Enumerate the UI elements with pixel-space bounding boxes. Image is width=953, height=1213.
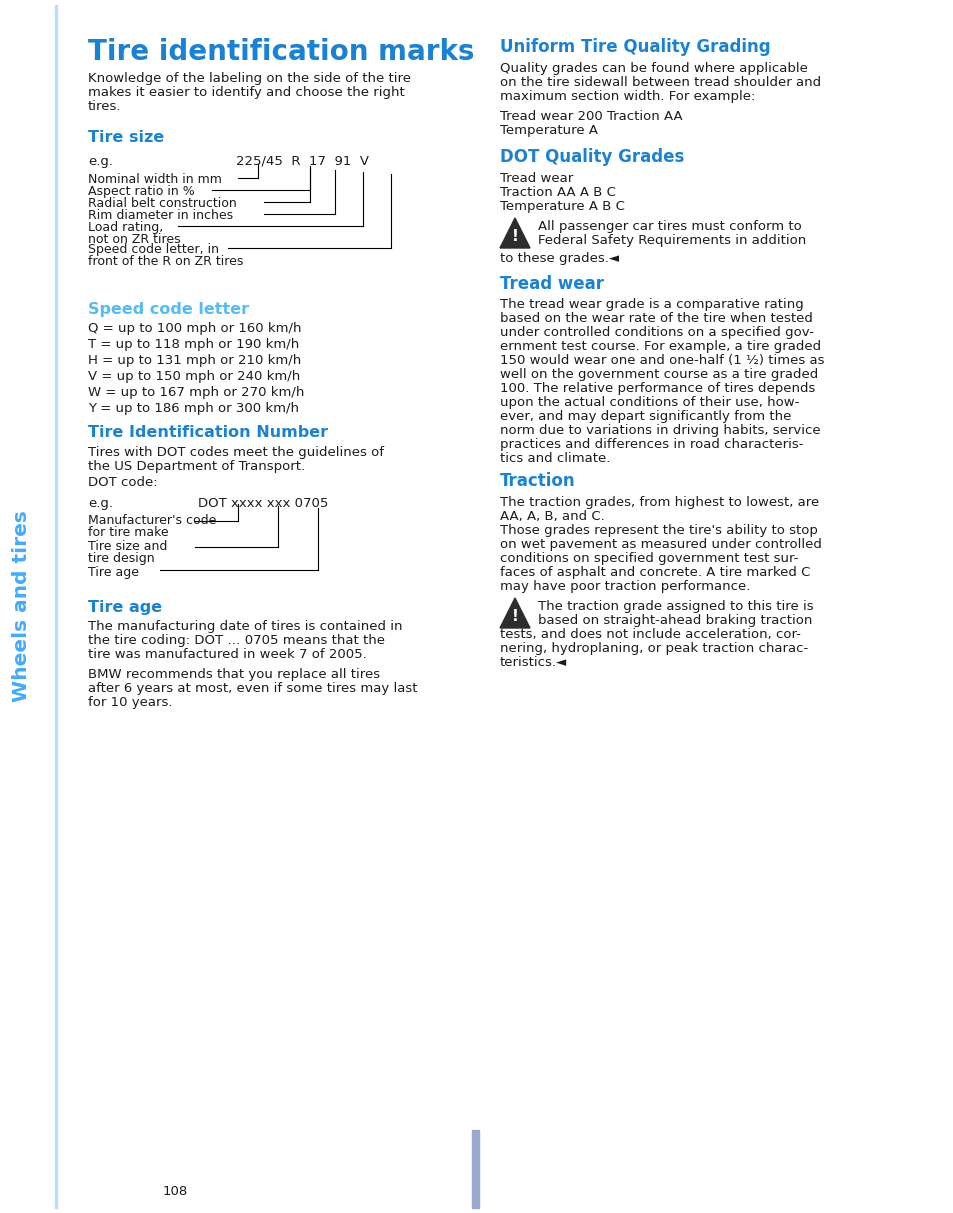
Text: ernment test course. For example, a tire graded: ernment test course. For example, a tire… bbox=[499, 340, 821, 353]
Text: Traction AA A B C: Traction AA A B C bbox=[499, 186, 616, 199]
Text: on the tire sidewall between tread shoulder and: on the tire sidewall between tread shoul… bbox=[499, 76, 821, 89]
Text: tests, and does not include acceleration, cor-: tests, and does not include acceleration… bbox=[499, 628, 800, 640]
Text: Speed code letter, in: Speed code letter, in bbox=[88, 243, 219, 256]
Text: 108: 108 bbox=[162, 1185, 188, 1198]
Text: The tread wear grade is a comparative rating: The tread wear grade is a comparative ra… bbox=[499, 298, 803, 311]
Text: The traction grades, from highest to lowest, are: The traction grades, from highest to low… bbox=[499, 496, 819, 509]
Text: e.g.: e.g. bbox=[88, 497, 112, 509]
Polygon shape bbox=[499, 598, 530, 628]
Text: tics and climate.: tics and climate. bbox=[499, 452, 610, 465]
Text: teristics.◄: teristics.◄ bbox=[499, 656, 567, 670]
Text: Manufacturer's code: Manufacturer's code bbox=[88, 514, 216, 526]
Text: on wet pavement as measured under controlled: on wet pavement as measured under contro… bbox=[499, 539, 821, 551]
Text: 225/45  R  17  91  V: 225/45 R 17 91 V bbox=[235, 155, 369, 167]
Text: Tread wear 200 Traction AA: Tread wear 200 Traction AA bbox=[499, 110, 682, 123]
Text: AA, A, B, and C.: AA, A, B, and C. bbox=[499, 509, 604, 523]
Text: may have poor traction performance.: may have poor traction performance. bbox=[499, 580, 750, 593]
Text: All passenger car tires must conform to: All passenger car tires must conform to bbox=[537, 220, 801, 233]
Text: Y = up to 186 mph or 300 km/h: Y = up to 186 mph or 300 km/h bbox=[88, 402, 298, 415]
Text: Uniform Tire Quality Grading: Uniform Tire Quality Grading bbox=[499, 38, 770, 56]
Text: Tread wear: Tread wear bbox=[499, 275, 603, 294]
Text: Tread wear: Tread wear bbox=[499, 172, 573, 186]
Text: T = up to 118 mph or 190 km/h: T = up to 118 mph or 190 km/h bbox=[88, 338, 299, 351]
Text: DOT xxxx xxx 0705: DOT xxxx xxx 0705 bbox=[198, 497, 328, 509]
Text: Nominal width in mm: Nominal width in mm bbox=[88, 173, 222, 186]
Text: Load rating,: Load rating, bbox=[88, 221, 163, 234]
Text: the US Department of Transport.: the US Department of Transport. bbox=[88, 460, 305, 473]
Text: Those grades represent the tire's ability to stop: Those grades represent the tire's abilit… bbox=[499, 524, 817, 537]
Text: based on the wear rate of the tire when tested: based on the wear rate of the tire when … bbox=[499, 312, 812, 325]
Text: Temperature A B C: Temperature A B C bbox=[499, 200, 624, 213]
Text: Radial belt construction: Radial belt construction bbox=[88, 197, 236, 210]
Bar bbox=[472, 1131, 478, 1208]
Text: not on ZR tires: not on ZR tires bbox=[88, 233, 180, 246]
Text: the tire coding: DOT … 0705 means that the: the tire coding: DOT … 0705 means that t… bbox=[88, 634, 385, 647]
Text: for tire make: for tire make bbox=[88, 526, 169, 539]
Text: conditions on specified government test sur-: conditions on specified government test … bbox=[499, 552, 798, 565]
Text: under controlled conditions on a specified gov-: under controlled conditions on a specifi… bbox=[499, 326, 813, 338]
Text: DOT code:: DOT code: bbox=[88, 475, 157, 489]
Bar bbox=[55, 5, 57, 1208]
Text: V = up to 150 mph or 240 km/h: V = up to 150 mph or 240 km/h bbox=[88, 370, 300, 383]
Text: upon the actual conditions of their use, how-: upon the actual conditions of their use,… bbox=[499, 395, 799, 409]
Text: Quality grades can be found where applicable: Quality grades can be found where applic… bbox=[499, 62, 807, 75]
Text: The manufacturing date of tires is contained in: The manufacturing date of tires is conta… bbox=[88, 620, 402, 633]
Text: tire design: tire design bbox=[88, 552, 154, 565]
Text: practices and differences in road characteris-: practices and differences in road charac… bbox=[499, 438, 802, 451]
Text: Tires with DOT codes meet the guidelines of: Tires with DOT codes meet the guidelines… bbox=[88, 446, 384, 459]
Text: front of the R on ZR tires: front of the R on ZR tires bbox=[88, 255, 243, 268]
Text: W = up to 167 mph or 270 km/h: W = up to 167 mph or 270 km/h bbox=[88, 386, 304, 399]
Text: Knowledge of the labeling on the side of the tire: Knowledge of the labeling on the side of… bbox=[88, 72, 411, 85]
Text: norm due to variations in driving habits, service: norm due to variations in driving habits… bbox=[499, 425, 820, 437]
Text: Tire age: Tire age bbox=[88, 600, 162, 615]
Text: tires.: tires. bbox=[88, 99, 121, 113]
Text: DOT Quality Grades: DOT Quality Grades bbox=[499, 148, 683, 166]
Text: faces of asphalt and concrete. A tire marked C: faces of asphalt and concrete. A tire ma… bbox=[499, 566, 809, 579]
Text: makes it easier to identify and choose the right: makes it easier to identify and choose t… bbox=[88, 86, 404, 99]
Text: Temperature A: Temperature A bbox=[499, 124, 598, 137]
Text: maximum section width. For example:: maximum section width. For example: bbox=[499, 90, 755, 103]
Text: tire was manufactured in week 7 of 2005.: tire was manufactured in week 7 of 2005. bbox=[88, 648, 366, 661]
Text: BMW recommends that you replace all tires: BMW recommends that you replace all tire… bbox=[88, 668, 379, 680]
Text: to these grades.◄: to these grades.◄ bbox=[499, 252, 618, 264]
Text: Speed code letter: Speed code letter bbox=[88, 302, 249, 317]
Text: The traction grade assigned to this tire is: The traction grade assigned to this tire… bbox=[537, 600, 813, 613]
Text: for 10 years.: for 10 years. bbox=[88, 696, 172, 710]
Text: 150 would wear one and one-half (1 ½) times as: 150 would wear one and one-half (1 ½) ti… bbox=[499, 354, 823, 368]
Text: 100. The relative performance of tires depends: 100. The relative performance of tires d… bbox=[499, 382, 815, 395]
Text: Tire age: Tire age bbox=[88, 566, 139, 579]
Text: Tire size and: Tire size and bbox=[88, 540, 167, 553]
Text: Tire Identification Number: Tire Identification Number bbox=[88, 425, 328, 440]
Text: Rim diameter in inches: Rim diameter in inches bbox=[88, 209, 233, 222]
Text: nering, hydroplaning, or peak traction charac-: nering, hydroplaning, or peak traction c… bbox=[499, 642, 807, 655]
Text: Wheels and tires: Wheels and tires bbox=[12, 511, 31, 702]
Text: Traction: Traction bbox=[499, 472, 575, 490]
Polygon shape bbox=[499, 218, 530, 247]
Text: after 6 years at most, even if some tires may last: after 6 years at most, even if some tire… bbox=[88, 682, 417, 695]
Text: based on straight-ahead braking traction: based on straight-ahead braking traction bbox=[537, 614, 812, 627]
Text: Aspect ratio in %: Aspect ratio in % bbox=[88, 186, 194, 198]
Text: Tire size: Tire size bbox=[88, 130, 164, 146]
Text: H = up to 131 mph or 210 km/h: H = up to 131 mph or 210 km/h bbox=[88, 354, 301, 368]
Text: Federal Safety Requirements in addition: Federal Safety Requirements in addition bbox=[537, 234, 805, 247]
Text: well on the government course as a tire graded: well on the government course as a tire … bbox=[499, 368, 818, 381]
Text: !: ! bbox=[511, 609, 517, 625]
Text: Tire identification marks: Tire identification marks bbox=[88, 38, 474, 66]
Text: Q = up to 100 mph or 160 km/h: Q = up to 100 mph or 160 km/h bbox=[88, 321, 301, 335]
Text: !: ! bbox=[511, 229, 517, 244]
Text: e.g.: e.g. bbox=[88, 155, 112, 167]
Text: ever, and may depart significantly from the: ever, and may depart significantly from … bbox=[499, 410, 791, 423]
